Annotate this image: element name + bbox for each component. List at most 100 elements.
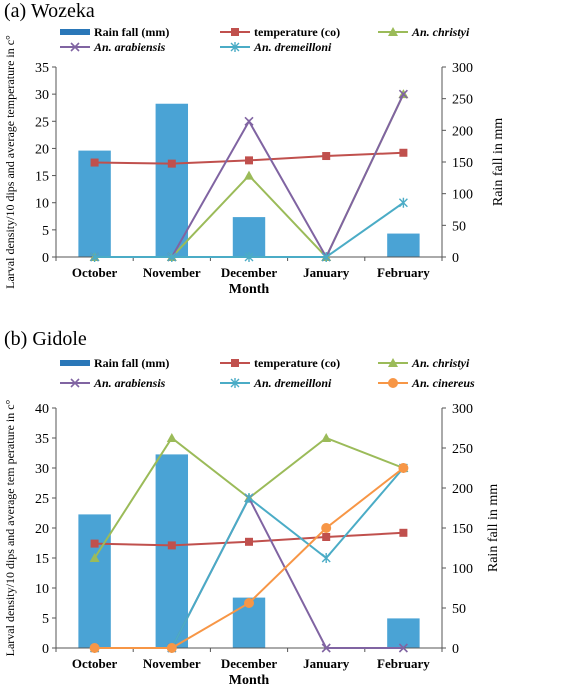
rainfall-bar xyxy=(232,217,266,257)
square-marker xyxy=(399,528,408,537)
triangle-marker xyxy=(244,170,254,180)
left-tick-label: 35 xyxy=(35,432,49,447)
triangle-marker xyxy=(388,358,398,367)
panel-gidole: (b) Gidole Rain fall (mm) temperature (co… xyxy=(0,328,567,697)
triangle-marker xyxy=(388,27,398,36)
left-tick-label: 25 xyxy=(35,115,49,130)
right-tick-label: 200 xyxy=(452,482,473,497)
legend-label: An. dremeilloni xyxy=(253,40,332,54)
legend-swatch xyxy=(60,29,90,35)
legend-label: Rain fall (mm) xyxy=(94,356,169,370)
right-tick-label: 0 xyxy=(452,642,459,657)
left-tick-label: 35 xyxy=(35,61,49,76)
star-marker xyxy=(90,252,100,262)
left-tick-label: 15 xyxy=(35,170,49,185)
legend-label: temperature (co) xyxy=(254,356,340,370)
star-marker xyxy=(244,493,254,503)
left-tick-label: 40 xyxy=(35,402,49,417)
rainfall-bar xyxy=(78,514,111,648)
right-axis-title: Rain fall in mm xyxy=(491,118,506,206)
right-axis-title: Rain fall in mm xyxy=(486,484,501,572)
left-tick-label: 0 xyxy=(42,251,49,266)
circle-marker xyxy=(321,523,332,533)
right-tick-label: 50 xyxy=(452,602,466,617)
x-tick-label: February xyxy=(377,265,430,280)
x-tick-label: February xyxy=(377,656,430,671)
star-marker xyxy=(167,252,177,262)
x-tick-label: October xyxy=(72,656,118,671)
legend-label: An. christyi xyxy=(411,25,470,39)
square-marker xyxy=(245,156,253,165)
chart-gidole: Rain fall (mm) temperature (co) An. christ… xyxy=(3,356,501,688)
legend-label: An. christyi xyxy=(411,356,470,370)
x-tick-label: January xyxy=(303,656,350,671)
square-marker xyxy=(322,533,331,541)
circle-marker xyxy=(89,643,100,653)
star-marker xyxy=(321,553,331,563)
left-tick-label: 30 xyxy=(35,88,49,103)
x-axis-title: Month xyxy=(229,673,270,688)
square-marker xyxy=(322,152,331,161)
x-marker xyxy=(244,116,254,126)
left-tick-label: 5 xyxy=(42,612,49,627)
star-marker xyxy=(321,252,331,262)
square-marker xyxy=(167,541,176,550)
right-tick-label: 250 xyxy=(452,93,473,108)
circle-marker xyxy=(166,643,177,653)
x-tick-label: December xyxy=(221,656,278,671)
right-tick-label: 100 xyxy=(452,188,473,203)
chart-wozeka: Rain fall (mm) temperature (co) An. christ… xyxy=(3,25,506,297)
rainfall-bar xyxy=(155,454,189,648)
left-tick-label: 10 xyxy=(35,197,49,212)
circle-marker xyxy=(244,598,254,608)
left-tick-label: 5 xyxy=(42,224,49,239)
right-tick-label: 300 xyxy=(452,61,473,76)
panel-title: (b) Gidole xyxy=(4,328,87,350)
legend-label: temperature (co) xyxy=(254,25,340,39)
square-marker xyxy=(399,148,408,157)
right-tick-label: 150 xyxy=(452,156,473,171)
x-tick-label: January xyxy=(303,265,350,280)
square-marker xyxy=(90,539,99,548)
panel-wozeka: (a) Wozeka Rain fall (mm) temperature (co… xyxy=(0,0,567,320)
star-marker xyxy=(244,252,254,262)
left-tick-label: 25 xyxy=(35,492,49,507)
square-marker xyxy=(231,28,239,36)
x-marker xyxy=(398,89,408,99)
left-tick-label: 0 xyxy=(42,642,49,657)
left-tick-label: 20 xyxy=(35,522,49,537)
left-tick-label: 20 xyxy=(35,142,49,157)
square-marker xyxy=(167,159,176,168)
rainfall-bar xyxy=(155,103,189,257)
legend-label: An. arabiensis xyxy=(93,40,166,54)
square-marker xyxy=(245,537,253,546)
x-tick-label: December xyxy=(221,265,278,280)
x-marker xyxy=(70,42,80,52)
star-marker xyxy=(230,42,240,52)
x-tick-label: November xyxy=(143,656,201,671)
triangle-marker xyxy=(166,433,177,442)
legend-label: Rain fall (mm) xyxy=(94,25,169,39)
x-marker xyxy=(70,378,80,388)
star-marker xyxy=(398,197,408,208)
x-tick-label: November xyxy=(143,265,201,280)
right-tick-label: 250 xyxy=(452,442,473,457)
left-axis-title: Larval density/10 dips and average tempe… xyxy=(3,35,17,289)
triangle-marker xyxy=(321,433,332,442)
x-marker xyxy=(321,643,331,653)
legend-label: An. cinereus xyxy=(411,376,475,390)
left-axis-title: Larval density/10 dips and average tem p… xyxy=(3,399,17,656)
right-tick-label: 300 xyxy=(452,402,473,417)
right-tick-label: 100 xyxy=(452,562,473,577)
x-tick-label: October xyxy=(72,265,118,280)
panel-title: (a) Wozeka xyxy=(4,0,95,22)
circle-marker xyxy=(388,378,398,388)
rainfall-bar xyxy=(387,618,420,648)
right-tick-label: 50 xyxy=(452,219,466,234)
right-tick-label: 200 xyxy=(452,124,473,139)
star-marker xyxy=(230,378,240,388)
right-tick-label: 150 xyxy=(452,522,473,537)
legend-swatch xyxy=(60,360,90,366)
square-marker xyxy=(231,359,239,367)
circle-marker xyxy=(398,463,409,473)
